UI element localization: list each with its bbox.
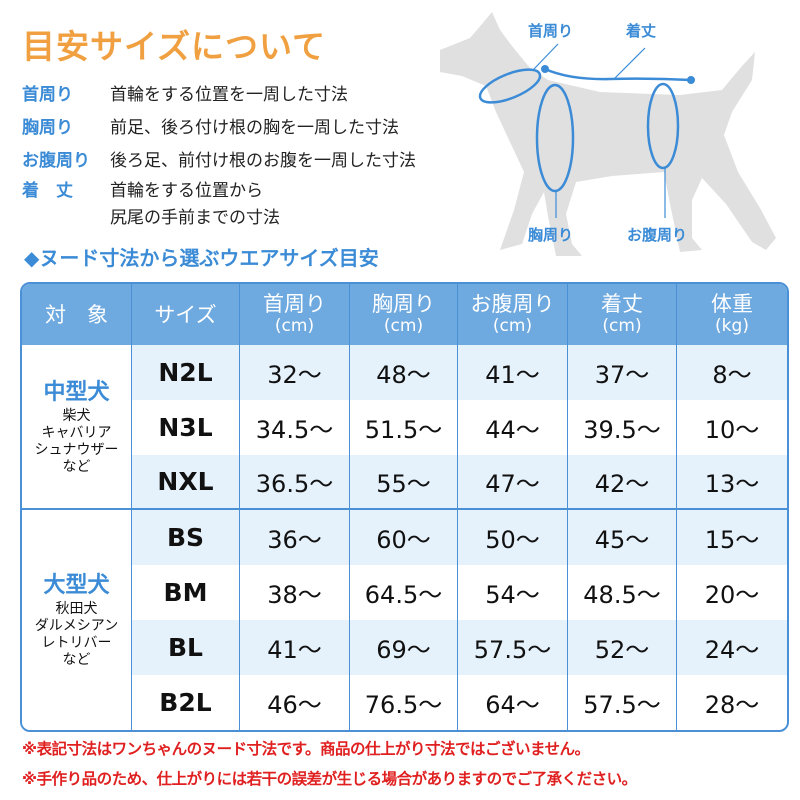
dog-silhouette-icon	[440, 12, 776, 256]
column-header: サイズ	[132, 284, 240, 345]
chest-measure-icon	[535, 83, 575, 193]
size-table: 対 象サイズ 首周り (cm) 胸周り (cm) お腹周り (cm) 着丈 (cm) 体重 (kg)…	[20, 282, 789, 732]
table-row: 中型犬 柴犬 キャバリア シュナウザー など N2L 32～ 48～ 41～ 37～ 8～	[22, 345, 787, 510]
column-header: 体重 (kg)	[677, 284, 787, 345]
table-row: 大型犬 秋田犬 ダルメシアン レトリバー など BS 36～ 60～ 50～ 45～ 15～	[22, 510, 787, 730]
column-header: 着丈 (cm)	[568, 284, 677, 345]
value-cell: 52～	[568, 620, 677, 675]
value-cell: 39.5～	[568, 400, 677, 455]
value-cell: 69～	[350, 620, 458, 675]
value-cell: 36～	[240, 510, 350, 565]
size-cell: BL	[132, 620, 240, 675]
value-cell: 60～	[350, 510, 458, 565]
table-row: B2L 46～ 76.5～ 64～ 57.5～ 28～	[22, 675, 787, 730]
value-cell: 38～	[240, 565, 350, 620]
value-cell: 47～	[458, 455, 568, 510]
belly-measure-icon	[646, 82, 680, 170]
value-cell: 45～	[568, 510, 677, 565]
value-cell: 13～	[677, 455, 787, 510]
diagram-label-belly: お腹周り	[627, 226, 688, 244]
value-cell: 55～	[350, 455, 458, 510]
table-row: BL 41～ 69～ 57.5～ 52～ 24～	[22, 620, 787, 675]
column-header: お腹周り (cm)	[458, 284, 568, 345]
term: 着 丈	[22, 181, 73, 201]
value-cell: 54～	[458, 565, 568, 620]
value-cell: 64～	[458, 675, 568, 730]
value-cell: 10～	[704, 416, 760, 444]
table-header: 対 象サイズ 首周り (cm) 胸周り (cm) お腹周り (cm) 着丈 (cm) 体重 (kg)	[22, 284, 787, 345]
value-cell: 34.5～	[240, 400, 350, 455]
value-cell: 20～	[704, 581, 760, 609]
page-title: 目安サイズについて	[22, 27, 327, 66]
definition-length: 着 丈 首輪をする位置から 尻尾の手前までの寸法	[22, 175, 416, 232]
value-cell: 50～	[458, 510, 568, 565]
value-cell: 57.5～	[458, 620, 568, 675]
diagram-label-neck: 首周り	[528, 22, 574, 40]
value-cell: 32～	[240, 345, 350, 400]
column-header: 胸周り (cm)	[350, 284, 458, 345]
table-row: BM 38～ 64.5～ 54～ 48.5～ 20～	[22, 565, 787, 620]
value-cell: 28～	[704, 691, 760, 719]
definitions: 首周り 首輪をする位置を一周した寸法 胸周り 前足、後ろ付け根の胸を一周した寸法 お…	[22, 76, 416, 232]
note: ※表記寸法はワンちゃんのヌード寸法です。商品の仕上がり寸法ではございません。	[22, 740, 590, 758]
value-cell: 44～	[458, 400, 568, 455]
term: 胸周り	[22, 118, 73, 138]
size-cell: N3L	[132, 400, 240, 455]
target-group: 大型犬 秋田犬 ダルメシアン レトリバー など	[22, 510, 132, 730]
value-cell: 64.5～	[350, 565, 458, 620]
value-cell: 51.5～	[350, 400, 458, 455]
value-cell: 57.5～	[568, 675, 677, 730]
value-cell: 37～	[568, 345, 677, 400]
value-cell: 48～	[350, 345, 458, 400]
diagram-label-length: 着丈	[626, 22, 657, 40]
definition-neck: 首周り 首輪をする位置を一周した寸法	[22, 76, 416, 109]
size-cell: N2L	[132, 345, 240, 400]
target-group: 中型犬 柴犬 キャバリア シュナウザー など	[22, 345, 132, 510]
value-cell: 15～	[677, 510, 787, 565]
desc: 後ろ足、前付け根のお腹を一周した寸法	[110, 151, 416, 171]
value-cell: 41～	[458, 345, 568, 400]
table-row: N3L 34.5～ 51.5～ 44～ 39.5～ 10～	[22, 400, 787, 455]
desc: 首輪をする位置を一周した寸法	[110, 85, 348, 105]
neck-measure-icon	[478, 68, 542, 104]
column-header: 対 象	[22, 284, 132, 345]
value-cell: 76.5～	[350, 675, 458, 730]
value-cell: 41～	[240, 620, 350, 675]
dog-diagram	[440, 12, 776, 256]
term: 首周り	[22, 85, 73, 105]
length-measure-icon	[544, 67, 692, 82]
value-cell: 46～	[240, 675, 350, 730]
size-cell: BS	[132, 510, 240, 565]
note: ※手作り品のため、仕上がりには若干の誤差が生じる場合がありますのでご了承ください…	[22, 770, 637, 788]
value-cell: 42～	[568, 455, 677, 510]
term: お腹周り	[22, 151, 90, 171]
size-cell: NXL	[132, 455, 240, 510]
section-subtitle: ◆ヌード寸法から選ぶウエアサイズ目安	[24, 246, 379, 270]
column-header: 首周り (cm)	[240, 284, 350, 345]
value-cell: 8～	[677, 345, 787, 400]
definition-chest: 胸周り 前足、後ろ付け根の胸を一周した寸法	[22, 109, 416, 142]
value-cell: 48.5～	[568, 565, 677, 620]
table-row: NXL 36.5～ 55～ 47～ 42～ 13～	[22, 455, 787, 510]
definition-belly: お腹周り 後ろ足、前付け根のお腹を一周した寸法	[22, 142, 416, 175]
value-cell: 24～	[677, 620, 787, 675]
notes: ※表記寸法はワンちゃんのヌード寸法です。商品の仕上がり寸法ではございません。 ※…	[22, 734, 637, 794]
size-cell: BM	[132, 565, 240, 620]
desc: 首輪をする位置から 尻尾の手前までの寸法	[110, 181, 280, 228]
desc: 前足、後ろ付け根の胸を一周した寸法	[110, 118, 399, 138]
size-cell: B2L	[132, 675, 240, 730]
value-cell: 36.5～	[240, 455, 350, 510]
diagram-label-chest: 胸周り	[528, 226, 574, 244]
